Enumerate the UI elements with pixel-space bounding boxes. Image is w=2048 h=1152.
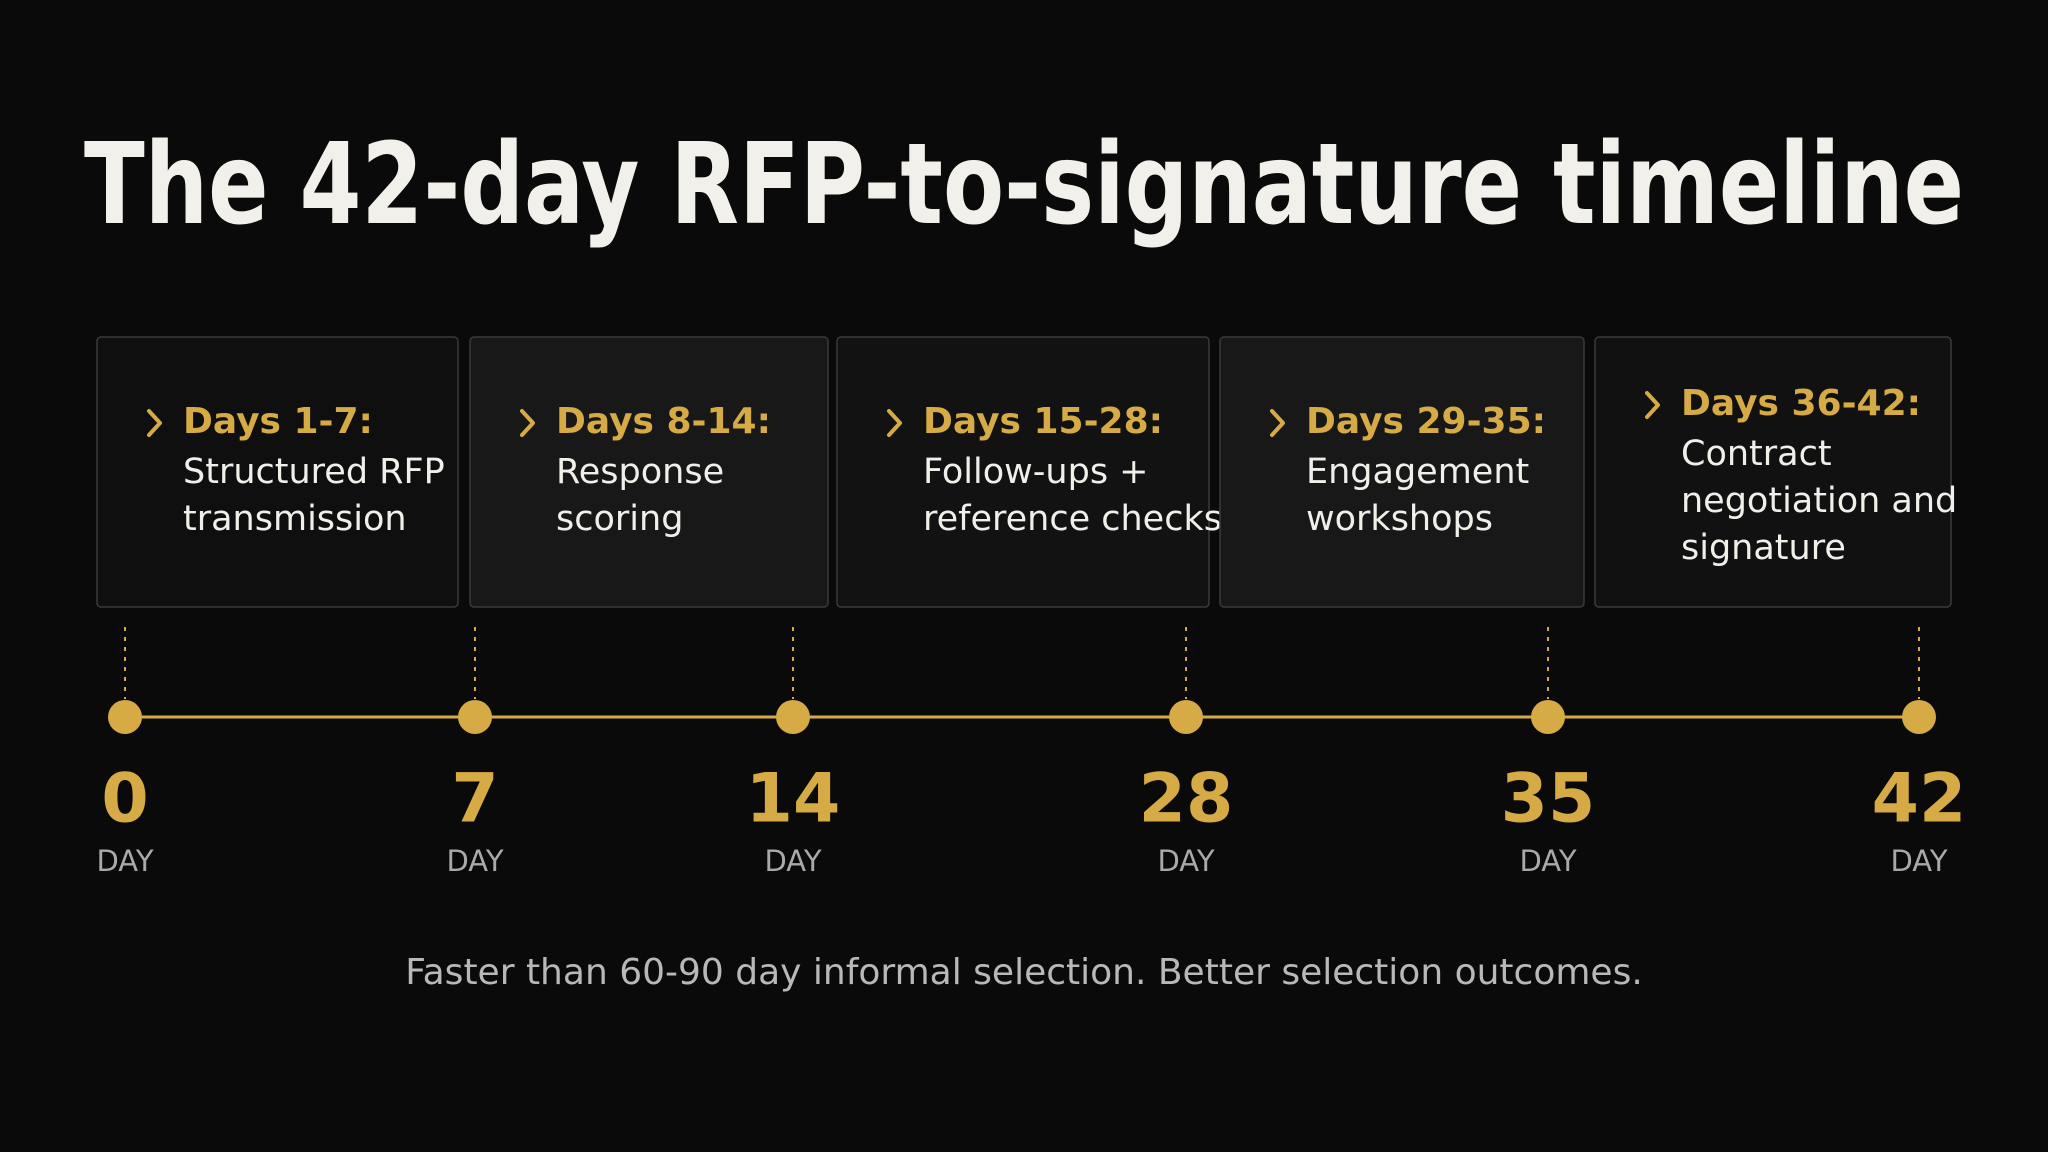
milestone-number: 14 [746,760,841,839]
phase-description: Engagement [1306,452,1529,492]
phase-description: Response [556,452,724,492]
milestone-dot [108,700,142,734]
milestone-unit: DAY [1890,844,1947,878]
chevron-icon [1645,391,1660,419]
phase-description: Follow-ups + [923,452,1149,492]
milestone-dot [458,700,492,734]
phase-card [1594,336,1952,608]
phase-description: reference checks [923,499,1222,539]
milestone-number: 42 [1872,760,1967,839]
phase-label: Days 29-35: [1306,401,1546,442]
phase-card [836,336,1210,608]
chevron-icon [887,409,902,437]
milestone-dot [1531,700,1565,734]
chevron-icon [1270,409,1285,437]
phase-label: Days 1-7: [183,401,373,442]
phase-description: workshops [1306,499,1493,539]
milestone-unit: DAY [96,844,153,878]
title: The 42-day RFP-to-signature timeline [84,120,1964,250]
milestone-unit: DAY [764,844,821,878]
milestone-dot [776,700,810,734]
phase-card [469,336,829,608]
phase-card [1219,336,1585,608]
phase-description: Structured RFP [183,452,445,492]
phase-description: signature [1681,528,1846,568]
phase-label: Days 8-14: [556,401,771,442]
milestone-number: 28 [1139,760,1234,839]
phase-description: scoring [556,499,683,539]
milestone-number: 35 [1501,760,1596,839]
phase-description: negotiation and [1681,481,1957,521]
chevron-icon [147,409,162,437]
milestone-dot [1169,700,1203,734]
phase-label: Days 36-42: [1681,383,1921,424]
phase-description: Contract [1681,434,1832,474]
phase-card [96,336,459,608]
milestone-unit: DAY [1519,844,1576,878]
milestone-number: 0 [101,760,148,839]
milestone-unit: DAY [446,844,503,878]
milestone-number: 7 [451,760,498,839]
milestone-unit: DAY [1157,844,1214,878]
chevron-icon [520,409,535,437]
milestone-dot [1902,700,1936,734]
phase-description: transmission [183,499,407,539]
footer: Faster than 60-90 day informal selection… [405,952,1643,993]
phase-label: Days 15-28: [923,401,1163,442]
